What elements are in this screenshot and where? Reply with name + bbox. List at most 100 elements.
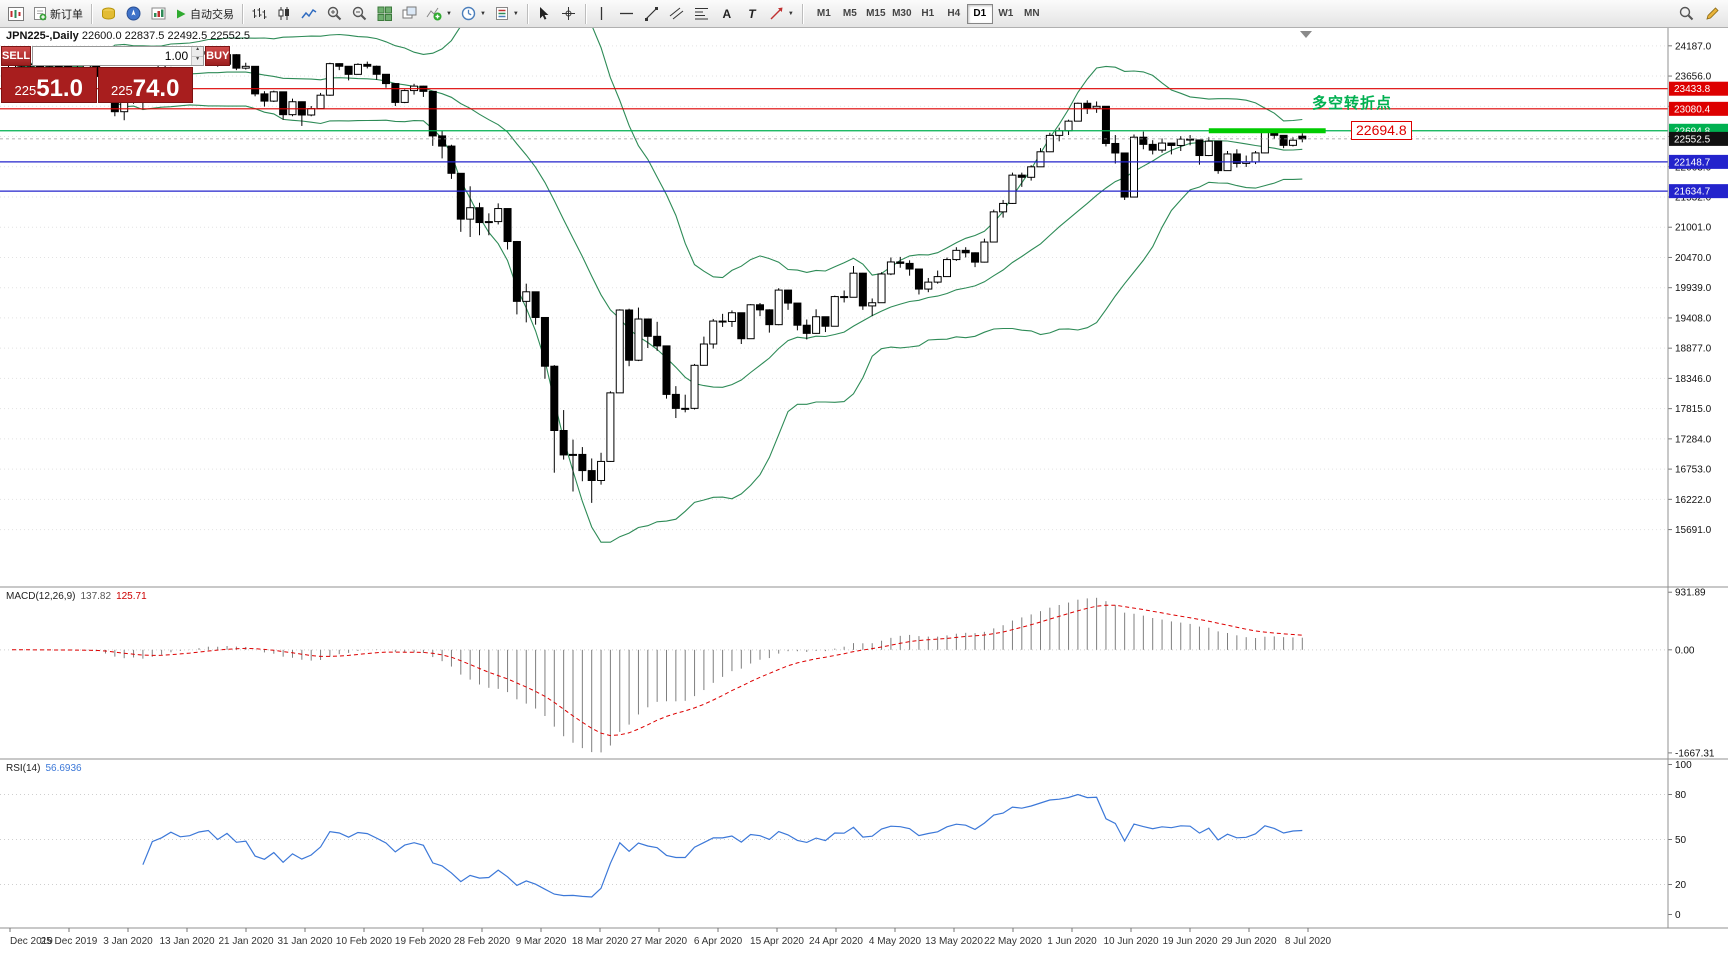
- zoom-in-button[interactable]: [322, 3, 346, 25]
- bollinger-layer: [11, 28, 1303, 543]
- stepper-down-icon[interactable]: ▼: [192, 56, 204, 65]
- line-chart-mode-button[interactable]: [297, 3, 321, 25]
- cursor-tool-button[interactable]: [532, 3, 556, 25]
- price-tag-annotation[interactable]: 22694.8: [1351, 121, 1412, 140]
- dropdown-arrow-icon: ▼: [479, 10, 486, 17]
- clock-icon: [461, 6, 476, 21]
- svg-text:22148.7: 22148.7: [1674, 157, 1711, 168]
- new-order-label: 新订单: [50, 8, 83, 21]
- svg-text:22694.8: 22694.8: [1674, 126, 1711, 137]
- svg-text:80: 80: [1675, 790, 1687, 801]
- play-icon: [177, 9, 186, 18]
- toolbar-separator: [91, 3, 92, 24]
- candlestick-mode-button[interactable]: [272, 3, 296, 25]
- bar-stats-icon: [151, 7, 165, 20]
- candlestick-icon: [278, 7, 289, 20]
- svg-text:1 Jun 2020: 1 Jun 2020: [1047, 936, 1097, 947]
- search-icon: [1679, 6, 1693, 21]
- zoom-out-button[interactable]: [347, 3, 371, 25]
- autotrading-button[interactable]: 自动交易: [171, 3, 238, 25]
- svg-text:-1667.31: -1667.31: [1675, 748, 1715, 759]
- svg-text:19939.0: 19939.0: [1675, 283, 1712, 294]
- new-chart-button[interactable]: [4, 3, 28, 25]
- fibonacci-icon: [695, 8, 709, 20]
- timeframe-button-mn[interactable]: MN: [1024, 8, 1040, 19]
- chart-window-icon: [8, 6, 24, 21]
- navigator-button[interactable]: [121, 3, 145, 25]
- bar-chart-mode-button[interactable]: [247, 3, 271, 25]
- channel-tool-button[interactable]: [665, 3, 689, 25]
- zoom-out-icon: [352, 6, 366, 21]
- symbol-period-label: JPN225-,Daily: [6, 30, 79, 42]
- indicators-button[interactable]: ▼: [422, 3, 456, 25]
- toolbar-separator: [242, 3, 243, 24]
- dropdown-arrow-icon: ▼: [512, 10, 519, 17]
- vertical-line-tool-button[interactable]: [590, 3, 614, 25]
- trendline-tool-button[interactable]: [640, 3, 664, 25]
- volume-stepper[interactable]: ▲ ▼: [191, 47, 204, 65]
- sell-button[interactable]: SELL: [1, 46, 32, 66]
- add-indicator-icon: [426, 7, 442, 21]
- svg-text:23433.8: 23433.8: [1674, 84, 1711, 95]
- buy-button[interactable]: BUY: [205, 46, 231, 66]
- timeframe-button-h1[interactable]: H1: [921, 8, 935, 19]
- timeframe-button-m1[interactable]: M1: [816, 8, 831, 19]
- timeframe-button-m15[interactable]: M15: [866, 8, 886, 19]
- compass-icon: [126, 6, 140, 21]
- fibonacci-tool-button[interactable]: [690, 3, 714, 25]
- chart-window: 24187.023656.023125.022594.022063.021532…: [0, 28, 1728, 954]
- new-order-icon: [34, 7, 47, 21]
- svg-text:16753.0: 16753.0: [1675, 465, 1712, 476]
- svg-text:10 Feb 2020: 10 Feb 2020: [336, 936, 393, 947]
- horizontal-line-tool-button[interactable]: [615, 3, 639, 25]
- label-tool-button[interactable]: T: [748, 6, 756, 21]
- line-chart-icon: [301, 8, 317, 18]
- macd-signal-value: 125.71: [116, 591, 147, 602]
- volume-input[interactable]: [33, 47, 192, 65]
- svg-text:18 Mar 2020: 18 Mar 2020: [572, 936, 629, 947]
- buy-price[interactable]: 225 74.0: [97, 67, 193, 103]
- rsi-title: RSI(14): [6, 763, 41, 774]
- timeframe-button-d1[interactable]: D1: [966, 3, 993, 24]
- timeframe-button-m5[interactable]: M5: [842, 8, 857, 19]
- svg-text:18877.0: 18877.0: [1675, 344, 1712, 355]
- svg-text:0: 0: [1675, 910, 1681, 921]
- tile-windows-button[interactable]: [372, 3, 396, 25]
- svg-text:18346.0: 18346.0: [1675, 374, 1712, 385]
- timeframe-button-m30[interactable]: M30: [892, 8, 912, 19]
- pencil-icon: [1705, 7, 1719, 20]
- new-order-button[interactable]: 新订单: [29, 3, 87, 25]
- svg-text:21634.7: 21634.7: [1674, 187, 1711, 198]
- sell-price[interactable]: 225 51.0: [1, 67, 97, 103]
- candles-layer: [8, 49, 1307, 503]
- symbol-search-button[interactable]: [1674, 3, 1698, 25]
- svg-text:24 Apr 2020: 24 Apr 2020: [809, 936, 863, 947]
- svg-text:19 Feb 2020: 19 Feb 2020: [395, 936, 452, 947]
- timeframe-button-h4[interactable]: H4: [947, 8, 961, 19]
- zoom-in-icon: [327, 6, 341, 21]
- edit-button[interactable]: [1700, 3, 1724, 25]
- periods-button[interactable]: ▼: [457, 3, 490, 25]
- arrow-objects-button[interactable]: ▼: [765, 3, 798, 25]
- crosshair-tool-button[interactable]: [557, 3, 581, 25]
- metaeditor-button[interactable]: [96, 3, 120, 25]
- rsi-indicator-label: RSI(14) 56.6936: [4, 763, 84, 774]
- svg-text:25 Dec 2019: 25 Dec 2019: [41, 936, 98, 947]
- stepper-up-icon[interactable]: ▲: [192, 47, 204, 57]
- svg-text:24187.0: 24187.0: [1675, 41, 1712, 52]
- svg-text:22 May 2020: 22 May 2020: [984, 936, 1042, 947]
- macd-indicator-label: MACD(12,26,9) 137.82 125.71: [4, 591, 149, 602]
- templates-button[interactable]: ▼: [491, 3, 523, 25]
- arrange-windows-button[interactable]: [397, 3, 421, 25]
- svg-text:21001.0: 21001.0: [1675, 223, 1712, 234]
- timeframe-button-w1[interactable]: W1: [998, 8, 1014, 19]
- text-tool-button[interactable]: A: [722, 6, 732, 21]
- ohlc-bars-icon: [252, 8, 267, 19]
- autotrading-label: 自动交易: [190, 8, 234, 21]
- chart-canvas[interactable]: 24187.023656.023125.022594.022063.021532…: [0, 28, 1728, 954]
- macd-title: MACD(12,26,9): [6, 591, 76, 602]
- turning-point-annotation[interactable]: 多空转折点: [1312, 95, 1393, 112]
- terminal-button[interactable]: [146, 3, 170, 25]
- svg-text:27 Mar 2020: 27 Mar 2020: [631, 936, 688, 947]
